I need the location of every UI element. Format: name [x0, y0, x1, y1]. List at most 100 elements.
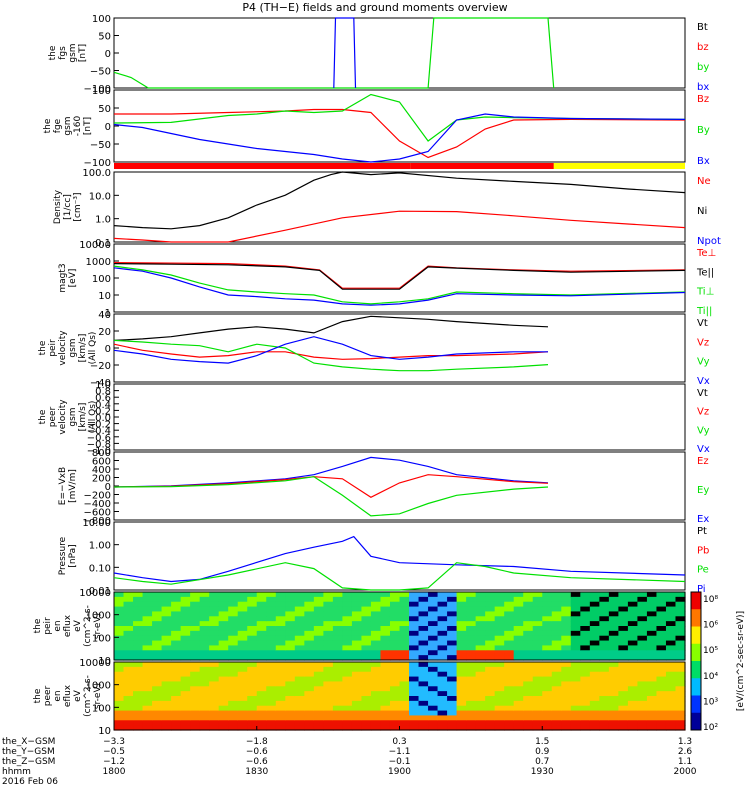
spectrogram-cell — [399, 700, 410, 707]
y-tick-label: −40 — [90, 378, 111, 389]
spectrogram-cell — [485, 696, 496, 702]
spectrogram-cell — [485, 616, 496, 622]
spectrogram-cell — [161, 681, 172, 687]
spectrogram-cell — [133, 640, 144, 647]
spectrogram-cell — [342, 715, 353, 721]
spectrogram-cell — [180, 645, 191, 651]
spectrogram-cell — [618, 720, 629, 726]
spectrogram-cell — [551, 715, 562, 721]
spectrogram-cell — [218, 666, 229, 673]
spectrogram-cell — [275, 671, 286, 678]
spectrogram-cell — [152, 616, 163, 622]
spectrogram-cell — [228, 710, 239, 717]
spectrogram-cell — [266, 626, 277, 632]
spectrogram-cell — [466, 626, 477, 632]
spectrogram-cell — [646, 640, 658, 647]
spectrogram-cell — [389, 621, 401, 627]
spectrogram-cell — [485, 621, 496, 627]
spectrogram-cell — [180, 635, 191, 642]
spectrogram-cell — [209, 626, 220, 632]
spectrogram-cell — [313, 621, 324, 627]
spectrogram-cell — [542, 720, 553, 726]
spectrogram-cell — [608, 725, 619, 731]
spectrogram-cell — [437, 635, 448, 642]
spectrogram-cell — [275, 655, 286, 661]
spectrogram-cell — [133, 621, 144, 627]
spectrogram-cell — [608, 681, 619, 687]
spectrogram-cell — [361, 691, 372, 697]
spectrogram-cell — [370, 621, 382, 627]
spectrogram-cell — [466, 645, 477, 651]
spectrogram-cell — [361, 645, 372, 651]
spectrogram-cell — [608, 655, 619, 661]
spectrogram-cell — [570, 720, 581, 726]
spectrogram-cell — [114, 666, 125, 673]
spectrogram-cell — [323, 626, 334, 632]
spectrogram-cell — [294, 715, 305, 721]
spectrogram-cell — [570, 662, 581, 668]
spectrogram-cell — [228, 596, 239, 603]
spectrogram-cell — [532, 715, 543, 721]
y-axis-label: peir — [43, 617, 53, 635]
spectrogram-cell — [342, 616, 353, 622]
spectrogram-cell — [237, 606, 248, 613]
y-tick-label: 1000 — [86, 257, 111, 268]
spectrogram-cell — [228, 715, 239, 721]
y-tick-label: 10 — [98, 726, 111, 737]
spectrogram-cell — [190, 645, 201, 651]
spectrogram-cell — [247, 601, 258, 608]
spectrogram-cell — [313, 715, 324, 721]
spectrogram-cell — [218, 725, 229, 731]
spectrogram-cell — [142, 611, 153, 617]
spectrogram-cell — [380, 650, 391, 656]
spectrogram-cell — [599, 710, 610, 717]
spectrogram-cell — [580, 596, 591, 603]
spectrogram-cell — [123, 621, 134, 627]
spectrogram-cell — [218, 700, 229, 707]
spectrogram-cell — [504, 630, 515, 637]
spectrogram-cell — [361, 640, 372, 647]
spectrogram-cell — [513, 650, 524, 656]
spectrogram-cell — [675, 676, 686, 683]
spectrogram-cell — [656, 700, 667, 707]
spectrogram-cell — [504, 645, 515, 651]
spectrogram-cell — [637, 686, 648, 692]
spectrogram-cell — [580, 650, 591, 656]
spectrogram-cell — [494, 666, 505, 673]
spectrogram-cell — [637, 655, 648, 661]
spectrogram-cell — [665, 645, 677, 651]
spectrogram-cell — [504, 705, 515, 712]
spectrogram-cell — [542, 596, 553, 603]
spectrogram-cell — [228, 681, 239, 687]
spectrogram-cell — [589, 645, 600, 651]
spectrogram-cell — [218, 645, 229, 651]
spectrogram-cell — [599, 720, 610, 726]
spectrogram-cell — [618, 592, 629, 598]
spectrogram-cell — [532, 676, 543, 683]
spectrogram-cell — [161, 686, 172, 692]
spectrogram-cell — [294, 676, 305, 683]
spectrogram-cell — [351, 630, 363, 637]
spectrogram-cell — [285, 621, 296, 627]
y-axis-label: [cm⁻³] — [73, 192, 83, 221]
spectrogram-cell — [389, 616, 401, 622]
spectrogram-cell — [266, 676, 277, 683]
spectrogram-cell — [142, 671, 153, 678]
spectrogram-cell — [247, 700, 258, 707]
spectrogram-cell — [256, 596, 267, 603]
spectrogram-cell — [342, 691, 353, 697]
spectrogram-cell — [218, 606, 229, 613]
y-tick-label: 0 — [105, 344, 111, 355]
spectrogram-cell — [504, 720, 515, 726]
spectrogram-cell — [418, 655, 429, 661]
spectrogram-cell — [485, 645, 496, 651]
spectrogram-cell — [342, 601, 353, 608]
spectrogram-cell — [599, 691, 610, 697]
y-tick-label: 200 — [92, 474, 111, 485]
spectrogram-cell — [437, 596, 448, 603]
spectrogram-cell — [475, 592, 486, 598]
spectrogram-cell — [218, 596, 229, 603]
spectrogram-cell — [285, 626, 296, 632]
spectrogram-cell — [399, 596, 410, 603]
spectrogram-cell — [370, 606, 382, 613]
